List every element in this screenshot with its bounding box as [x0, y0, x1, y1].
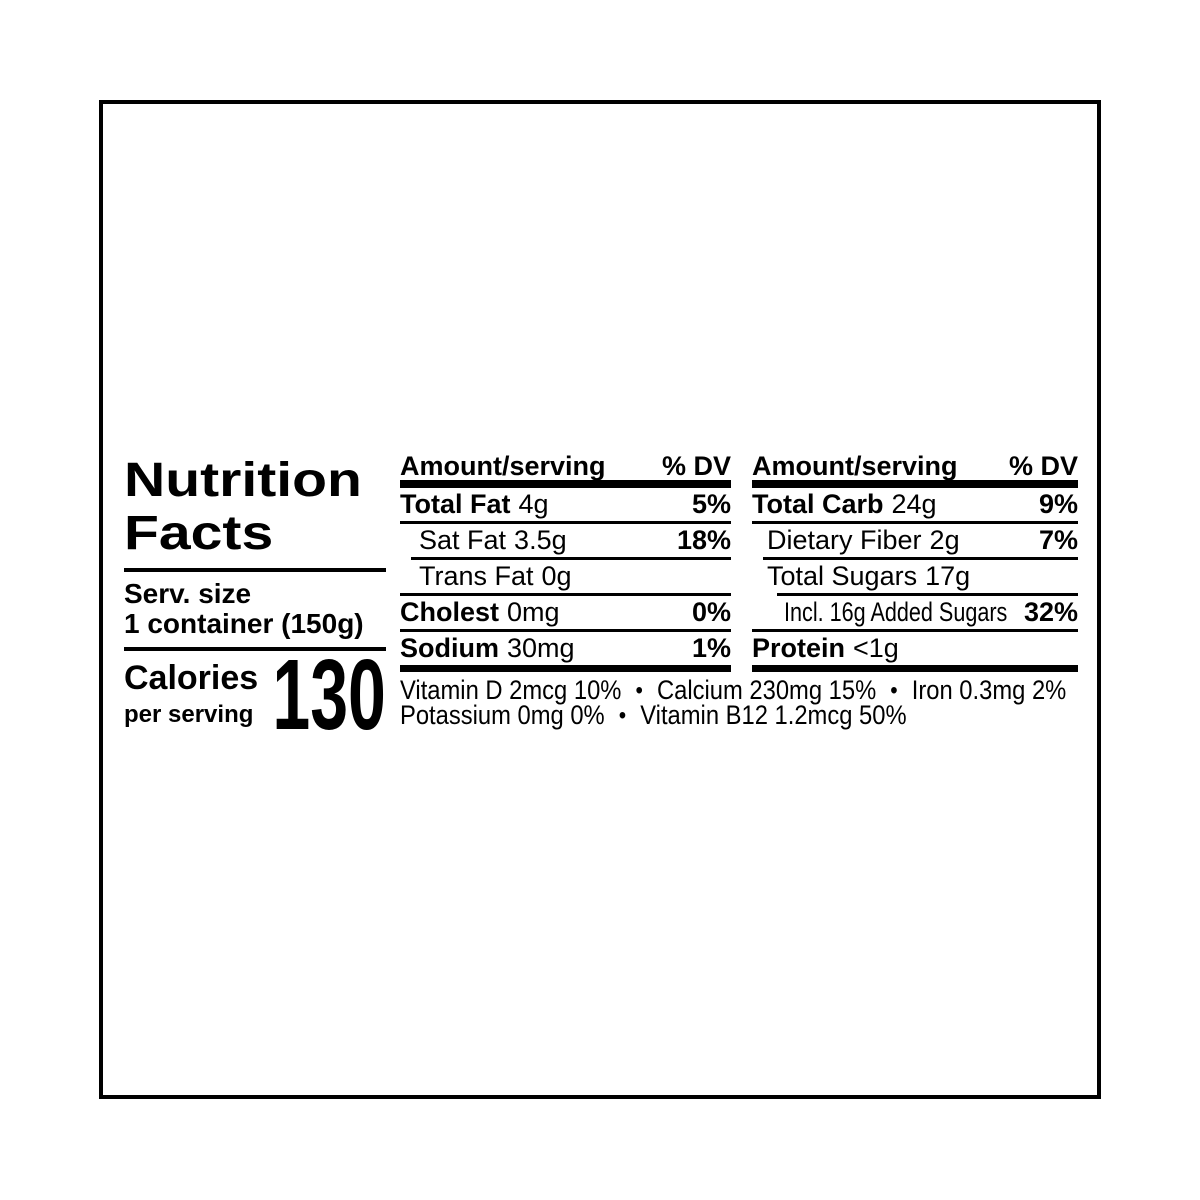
nutrient-dv: 0%	[691, 597, 731, 627]
serving-size-label: Serv. size	[124, 578, 252, 609]
nutrient-name-amount: Sat Fat 3.5g	[419, 524, 567, 557]
nutrient-amount: 4g	[518, 489, 549, 519]
nutrient-name-amount: Total Sugars 17g	[767, 560, 970, 593]
nutrient-name: Trans Fat	[419, 561, 534, 591]
thick-bar	[752, 480, 1078, 488]
micronutrient-item: Iron 0.3mg 2%	[911, 675, 1067, 705]
nutrient-name-amount: Incl. 16g Added Sugars	[784, 596, 1007, 629]
nutrient-name-amount: Protein <1g	[752, 632, 899, 665]
micronutrients-line-1: Vitamin D 2mcg 10% • Calcium 230mg 15% •…	[400, 675, 1067, 705]
divider	[124, 647, 386, 651]
micronutrients-block: Vitamin D 2mcg 10% • Calcium 230mg 15% •…	[400, 675, 1157, 730]
percent-dv-header: % DV	[661, 451, 731, 481]
nutrient-amount: 24g	[891, 489, 937, 519]
row-added-sugars: Incl. 16g Added Sugars 32%	[752, 596, 1078, 629]
thick-bar	[400, 665, 731, 672]
nutrient-name-amount: Total Fat 4g	[400, 488, 549, 521]
column-header: Amount/serving % DV	[400, 453, 731, 480]
label-border-box: Nutrition Facts Serv. size 1 container (…	[99, 100, 1101, 1099]
row-cholest: Cholest 0mg 0%	[400, 596, 731, 629]
micronutrient-item: Potassium 0mg 0%	[400, 700, 605, 730]
calories-label: Calories	[124, 659, 259, 697]
row-trans-fat: Trans Fat 0g	[400, 560, 731, 593]
nutrient-column-right: Amount/serving % DV Total Carb 24g 9% Die…	[752, 453, 1078, 672]
divider	[777, 593, 1078, 596]
divider	[752, 629, 1078, 632]
nutrient-amount: <1g	[853, 633, 899, 663]
row-total-sugars: Total Sugars 17g	[752, 560, 1078, 593]
amount-serving-header: Amount/serving	[400, 451, 606, 481]
micronutrient-item: Vitamin B12 1.2mcg 50%	[640, 700, 907, 730]
row-total-carb: Total Carb 24g 9%	[752, 488, 1078, 521]
micronutrient-item: Vitamin D 2mcg 10%	[400, 675, 622, 705]
amount-serving-header: Amount/serving	[752, 451, 958, 481]
nutrient-amount: 2g	[929, 525, 960, 555]
divider	[763, 557, 1078, 560]
nutrient-name-amount: Total Carb 24g	[752, 488, 937, 521]
nutrient-dv: 1%	[691, 633, 731, 663]
nutrient-name: Cholest	[400, 597, 500, 627]
percent-dv-header: % DV	[1008, 451, 1078, 481]
nutrient-dv: 7%	[1038, 525, 1078, 555]
nutrition-facts-title: Nutrition Facts	[124, 454, 362, 560]
nutrient-name: Dietary Fiber	[767, 525, 922, 555]
nutrient-amount: 0mg	[507, 597, 560, 627]
title-line-1: Nutrition	[124, 454, 362, 507]
micronutrient-item: Calcium 230mg 15%	[656, 675, 877, 705]
calories-per-serving-label: per serving	[124, 701, 254, 728]
nutrient-name: Protein	[752, 633, 846, 663]
bullet-separator-icon: •	[618, 702, 627, 729]
nutrient-name-amount: Trans Fat 0g	[419, 560, 572, 593]
nutrient-name: Total Carb	[752, 489, 884, 519]
nutrient-column-left: Amount/serving % DV Total Fat 4g 5% Sat F…	[400, 453, 731, 672]
nutrient-amount: 3.5g	[514, 525, 567, 555]
row-sat-fat: Sat Fat 3.5g 18%	[400, 524, 731, 557]
row-protein: Protein <1g	[752, 632, 1078, 665]
bullet-separator-icon: •	[635, 677, 643, 704]
divider	[124, 568, 386, 572]
thick-bar	[752, 665, 1078, 672]
divider	[400, 629, 731, 632]
calories-value: 130	[272, 639, 386, 751]
nutrient-name-amount: Sodium 30mg	[400, 632, 575, 665]
divider	[400, 521, 731, 524]
divider	[752, 521, 1078, 524]
nutrient-name: Sodium	[400, 633, 499, 663]
nutrient-amount: 0g	[541, 561, 572, 591]
row-total-fat: Total Fat 4g 5%	[400, 488, 731, 521]
micronutrients-line-2: Potassium 0mg 0% • Vitamin B12 1.2mcg 50…	[400, 700, 1066, 730]
nutrient-name: Sat Fat	[419, 525, 507, 555]
title-line-2: Facts	[124, 507, 274, 560]
serving-size-block: Serv. size 1 container (150g)	[124, 579, 364, 639]
thick-bar	[400, 480, 731, 488]
divider	[400, 593, 731, 596]
nutrient-name: Total Fat	[400, 489, 511, 519]
nutrient-dv: 18%	[676, 525, 731, 555]
column-header: Amount/serving % DV	[752, 453, 1078, 480]
nutrient-dv: 9%	[1038, 489, 1078, 519]
calories-block: Calories per serving	[124, 660, 258, 728]
nutrient-dv: 5%	[691, 489, 731, 519]
nutrient-amount: 17g	[925, 561, 971, 591]
nutrient-name: Total Sugars	[767, 561, 918, 591]
divider	[411, 557, 731, 560]
row-sodium: Sodium 30mg 1%	[400, 632, 731, 665]
calories-value-wrap: 130	[124, 645, 386, 745]
serving-size-value: 1 container (150g)	[124, 608, 364, 639]
nutrient-name-amount: Cholest 0mg	[400, 596, 560, 629]
row-dietary-fiber: Dietary Fiber 2g 7%	[752, 524, 1078, 557]
nutrient-name-amount: Dietary Fiber 2g	[767, 524, 960, 557]
nutrient-name: Incl. 16g Added Sugars	[784, 597, 1008, 627]
nutrient-dv: 32%	[1023, 597, 1078, 627]
bullet-separator-icon: •	[890, 677, 898, 704]
nutrient-amount: 30mg	[507, 633, 575, 663]
